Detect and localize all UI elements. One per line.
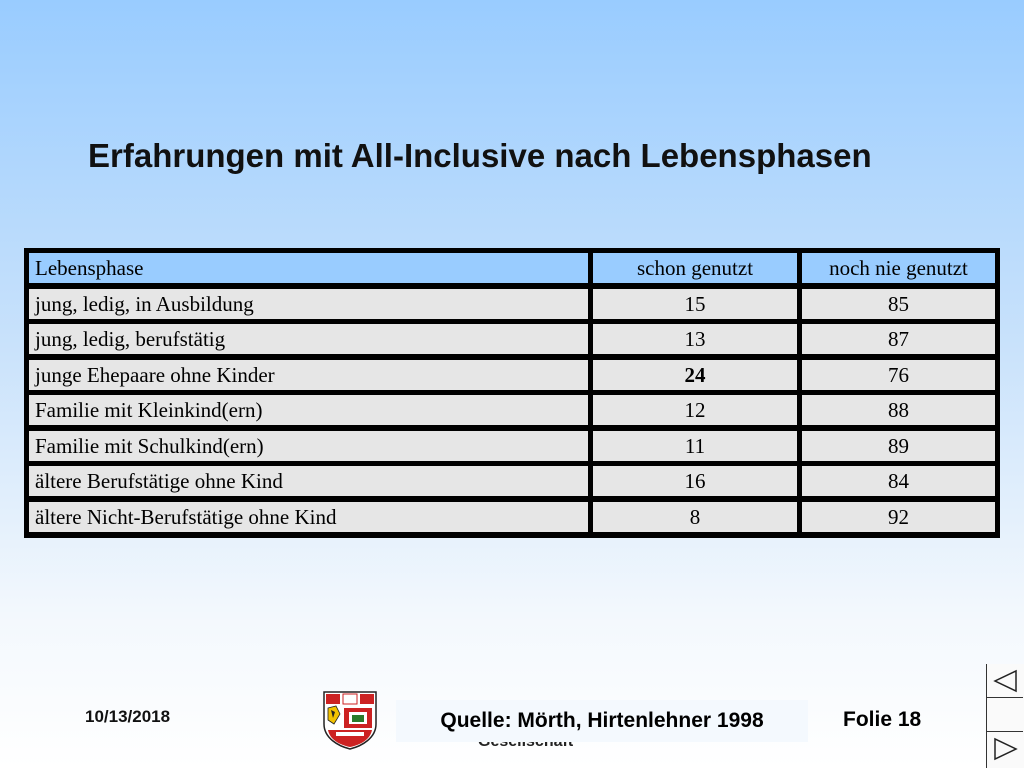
cell-phase: Familie mit Schulkind(ern) (29, 430, 588, 461)
cell-used: 12 (593, 395, 797, 425)
slide-title: Erfahrungen mit All-Inclusive nach Leben… (88, 137, 872, 174)
cell-used: 15 (593, 288, 797, 319)
cell-never: 92 (802, 501, 995, 532)
cell-phase: ältere Nicht-Berufstätige ohne Kind (29, 501, 588, 532)
slide-navigation (986, 664, 1024, 768)
table-row: junge Ehepaare ohne Kinder 24 76 (24, 355, 1000, 391)
coat-of-arms-logo (322, 690, 378, 750)
next-slide-button[interactable] (987, 732, 1023, 766)
header-schon-genutzt: schon genutzt (593, 253, 797, 283)
cell-phase: Familie mit Kleinkind(ern) (29, 395, 588, 425)
prev-slide-button[interactable] (987, 664, 1023, 698)
cell-used: 8 (593, 501, 797, 532)
cell-used: 13 (593, 324, 797, 354)
table-row: jung, ledig, in Ausbildung 15 85 (24, 284, 1000, 320)
cell-used: 11 (593, 430, 797, 461)
cell-phase: jung, ledig, in Ausbildung (29, 288, 588, 319)
cell-never: 76 (802, 359, 995, 390)
cell-never: 89 (802, 430, 995, 461)
cell-never: 85 (802, 288, 995, 319)
footer-date: 10/13/2018 (85, 707, 171, 726)
table-row: ältere Nicht-Berufstätige ohne Kind 8 92 (24, 497, 1000, 533)
cell-never: 87 (802, 324, 995, 354)
data-table: Lebensphase schon genutzt noch nie genut… (24, 248, 1000, 538)
header-lebensphase: Lebensphase (29, 253, 588, 283)
triangle-left-icon (993, 669, 1017, 693)
cell-used: 16 (593, 466, 797, 496)
triangle-right-icon (994, 737, 1018, 761)
table-row: jung, ledig, berufstätig 13 87 (24, 319, 1000, 355)
cell-phase: jung, ledig, berufstätig (29, 324, 588, 354)
cell-never: 88 (802, 395, 995, 425)
table-header-row: Lebensphase schon genutzt noch nie genut… (24, 248, 1000, 284)
cell-phase: ältere Berufstätige ohne Kind (29, 466, 588, 496)
table-row: ältere Berufstätige ohne Kind 16 84 (24, 461, 1000, 497)
header-noch-nie-genutzt: noch nie genutzt (802, 253, 995, 283)
cell-used-highlighted: 24 (593, 359, 797, 390)
source-citation: Quelle: Mörth, Hirtenlehner 1998 (396, 700, 808, 742)
slide-menu-button[interactable] (987, 698, 1023, 732)
slide-number: Folie 18 (843, 708, 922, 731)
table-row: Familie mit Kleinkind(ern) 12 88 (24, 390, 1000, 426)
cell-never: 84 (802, 466, 995, 496)
table-row: Familie mit Schulkind(ern) 11 89 (24, 426, 1000, 462)
cell-phase: junge Ehepaare ohne Kinder (29, 359, 588, 390)
